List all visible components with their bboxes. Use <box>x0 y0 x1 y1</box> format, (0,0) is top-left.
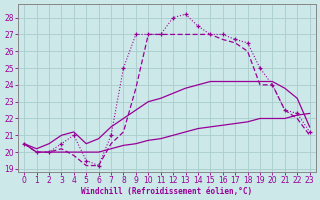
X-axis label: Windchill (Refroidissement éolien,°C): Windchill (Refroidissement éolien,°C) <box>81 187 252 196</box>
